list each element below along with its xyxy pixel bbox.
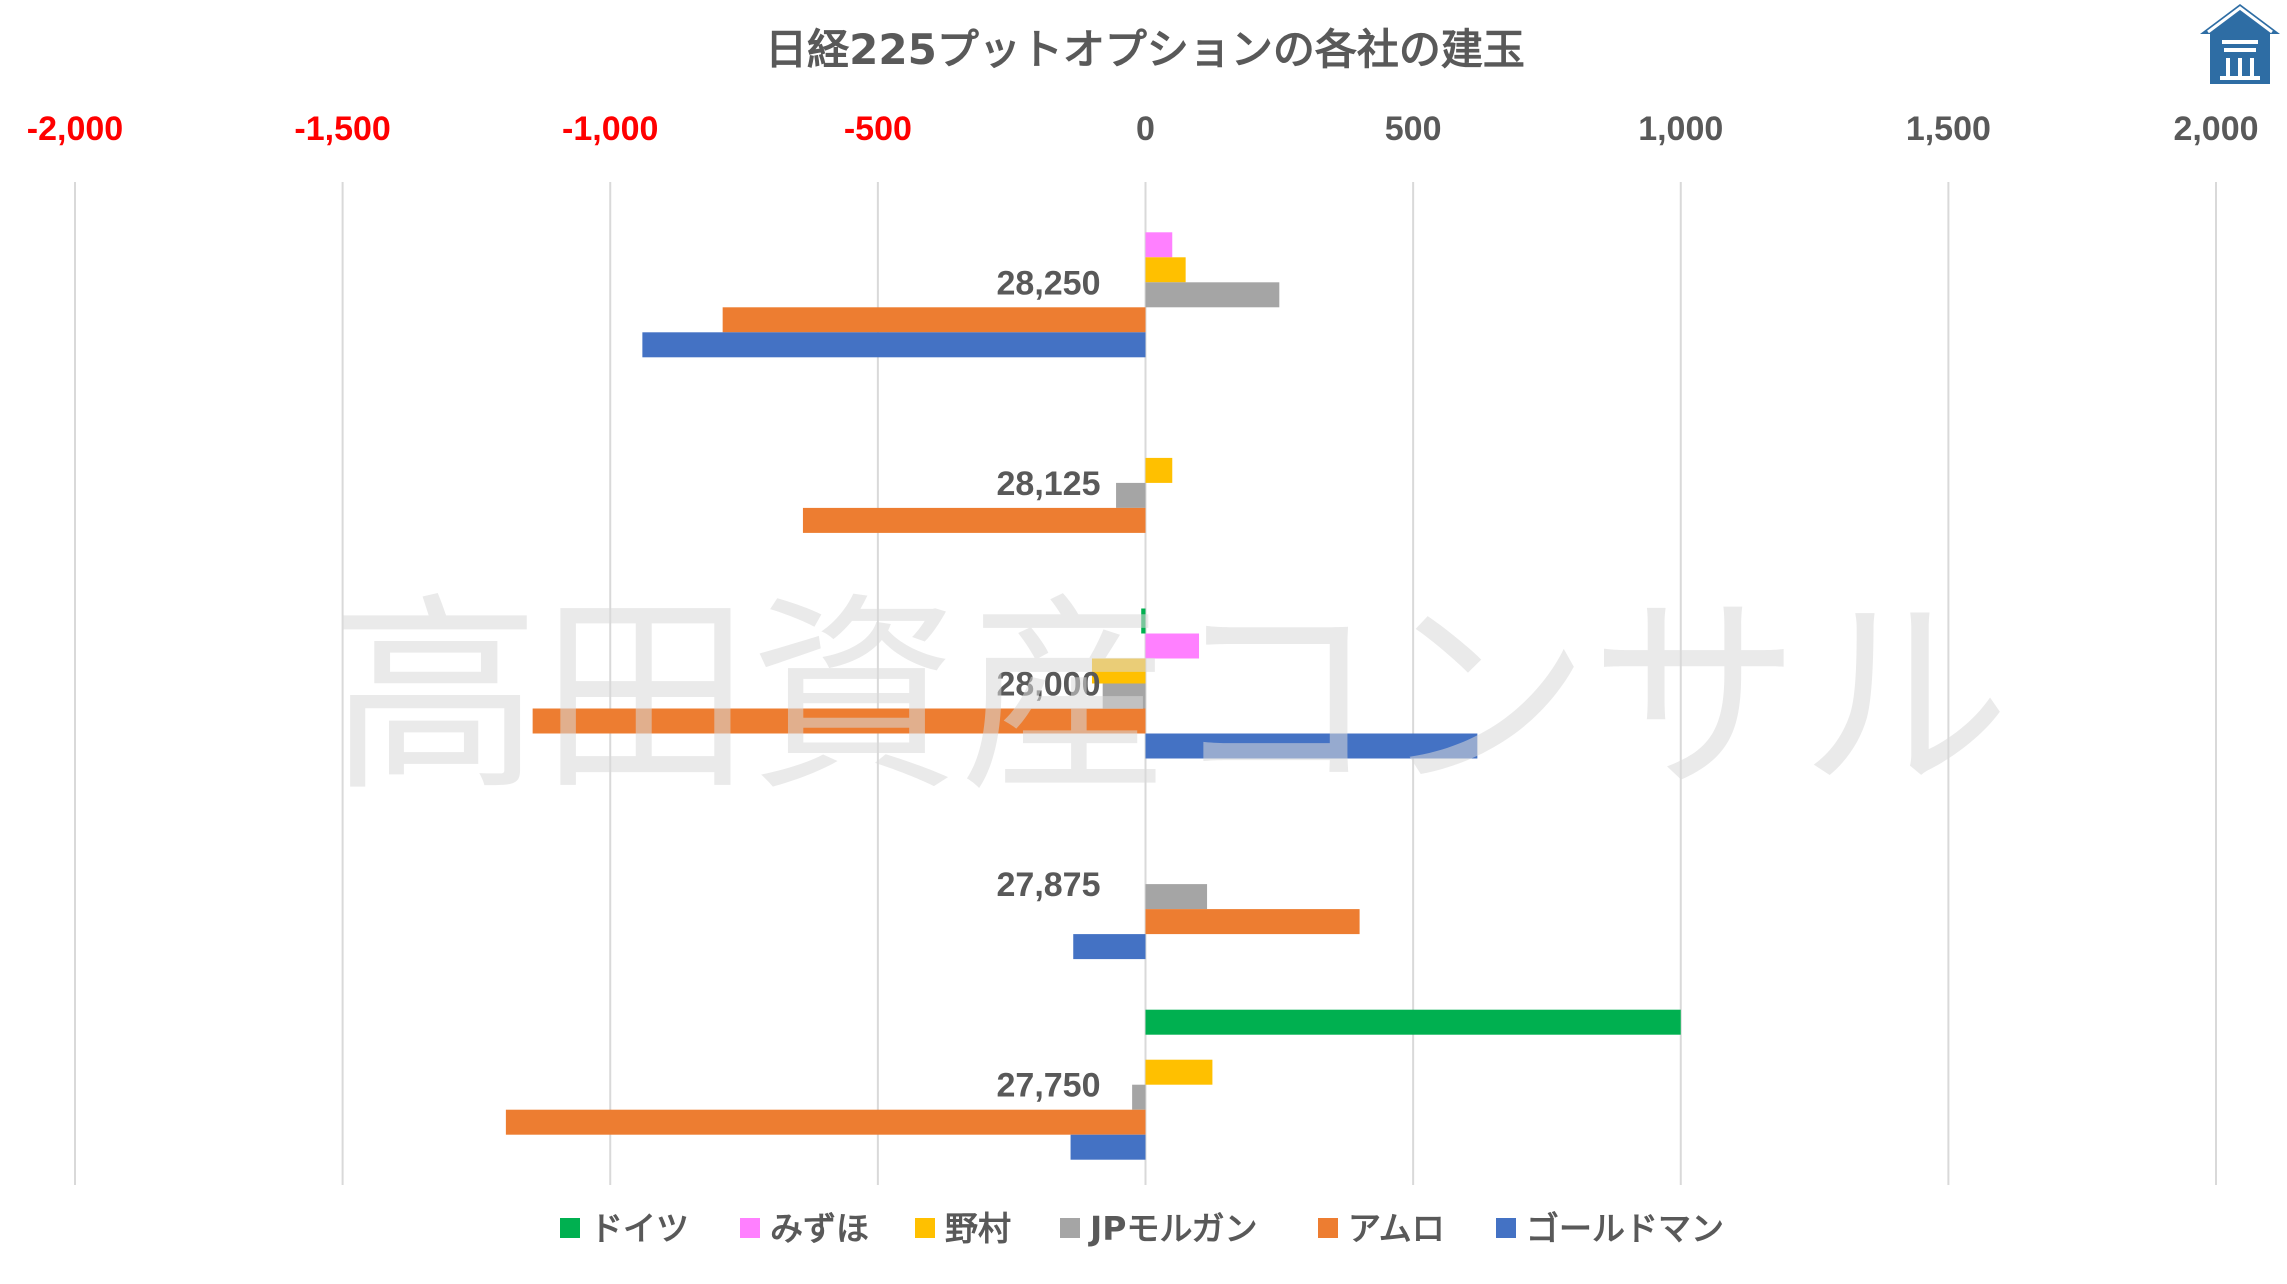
legend-label: ゴールドマン [1526, 1209, 1724, 1248]
legend-label: JPモルガン [1088, 1209, 1257, 1248]
legend-swatch [1496, 1218, 1516, 1238]
legend-label: みずほ [770, 1209, 869, 1248]
legend-label: ドイツ [590, 1209, 689, 1248]
bar-mark [1132, 1084, 1146, 1110]
bar-mark [1145, 733, 1478, 759]
legend-swatch [915, 1218, 935, 1238]
x-tick-label: -1,000 [562, 110, 658, 148]
x-tick-label: -1,500 [294, 110, 390, 148]
legend-swatch [740, 1218, 760, 1238]
bar-mark [1141, 608, 1146, 634]
legend-label: アムロ [1348, 1209, 1445, 1248]
legend-swatch [560, 1218, 580, 1238]
bar-mark [1145, 282, 1280, 308]
x-tick-label: 1,500 [1906, 110, 1991, 148]
bar-mark [1091, 658, 1146, 684]
watermark-text: 高田資産コンサル [330, 575, 2010, 820]
legend: ドイツ みずほ 野村 JPモルガン アムロ ゴールドマン [560, 1209, 1724, 1248]
bar-mark [1145, 884, 1208, 910]
bar-mark [1145, 1009, 1681, 1035]
category-label: 28,250 [997, 264, 1101, 302]
bar-mark [1145, 457, 1173, 483]
x-tick-label: 500 [1385, 110, 1442, 148]
bar-mark [1145, 909, 1360, 935]
category-label: 27,750 [997, 1067, 1101, 1105]
x-tick-label: -2,000 [27, 110, 123, 148]
bar-mark [1070, 1134, 1146, 1160]
x-axis-tick-labels: -2,000 -1,500 -1,000 -500 0 500 1,000 1,500 2,00… [27, 110, 2259, 148]
bar-series [505, 232, 1681, 1160]
bar-mark [1102, 683, 1146, 709]
category-label: 27,875 [997, 866, 1101, 904]
bar-mark [1073, 934, 1146, 960]
legend-label: 野村 [945, 1209, 1011, 1248]
bar-mark [642, 332, 1146, 358]
bar-mark [532, 708, 1146, 734]
bar-mark [1145, 1059, 1213, 1085]
bar-mark [1116, 482, 1146, 508]
bar-mark [505, 1109, 1146, 1135]
legend-swatch [1318, 1218, 1338, 1238]
bar-mark [802, 507, 1146, 533]
x-tick-label: -500 [844, 110, 912, 148]
takata-logo-icon [2200, 4, 2280, 84]
bar-mark [1145, 633, 1200, 659]
bar-mark [722, 307, 1146, 333]
bar-mark [1145, 257, 1186, 283]
chart-title: 日経225プットオプションの各社の建玉 [765, 25, 1525, 74]
category-labels: 28,250 28,125 28,000 27,875 27,750 [997, 264, 1101, 1104]
legend-swatch [1060, 1218, 1080, 1238]
bar-mark [1145, 232, 1173, 258]
x-tick-label: 0 [1136, 110, 1155, 148]
x-tick-label: 1,000 [1638, 110, 1723, 148]
x-tick-label: 2,000 [2173, 110, 2258, 148]
category-label: 28,125 [997, 465, 1101, 503]
category-label: 28,000 [997, 666, 1101, 704]
